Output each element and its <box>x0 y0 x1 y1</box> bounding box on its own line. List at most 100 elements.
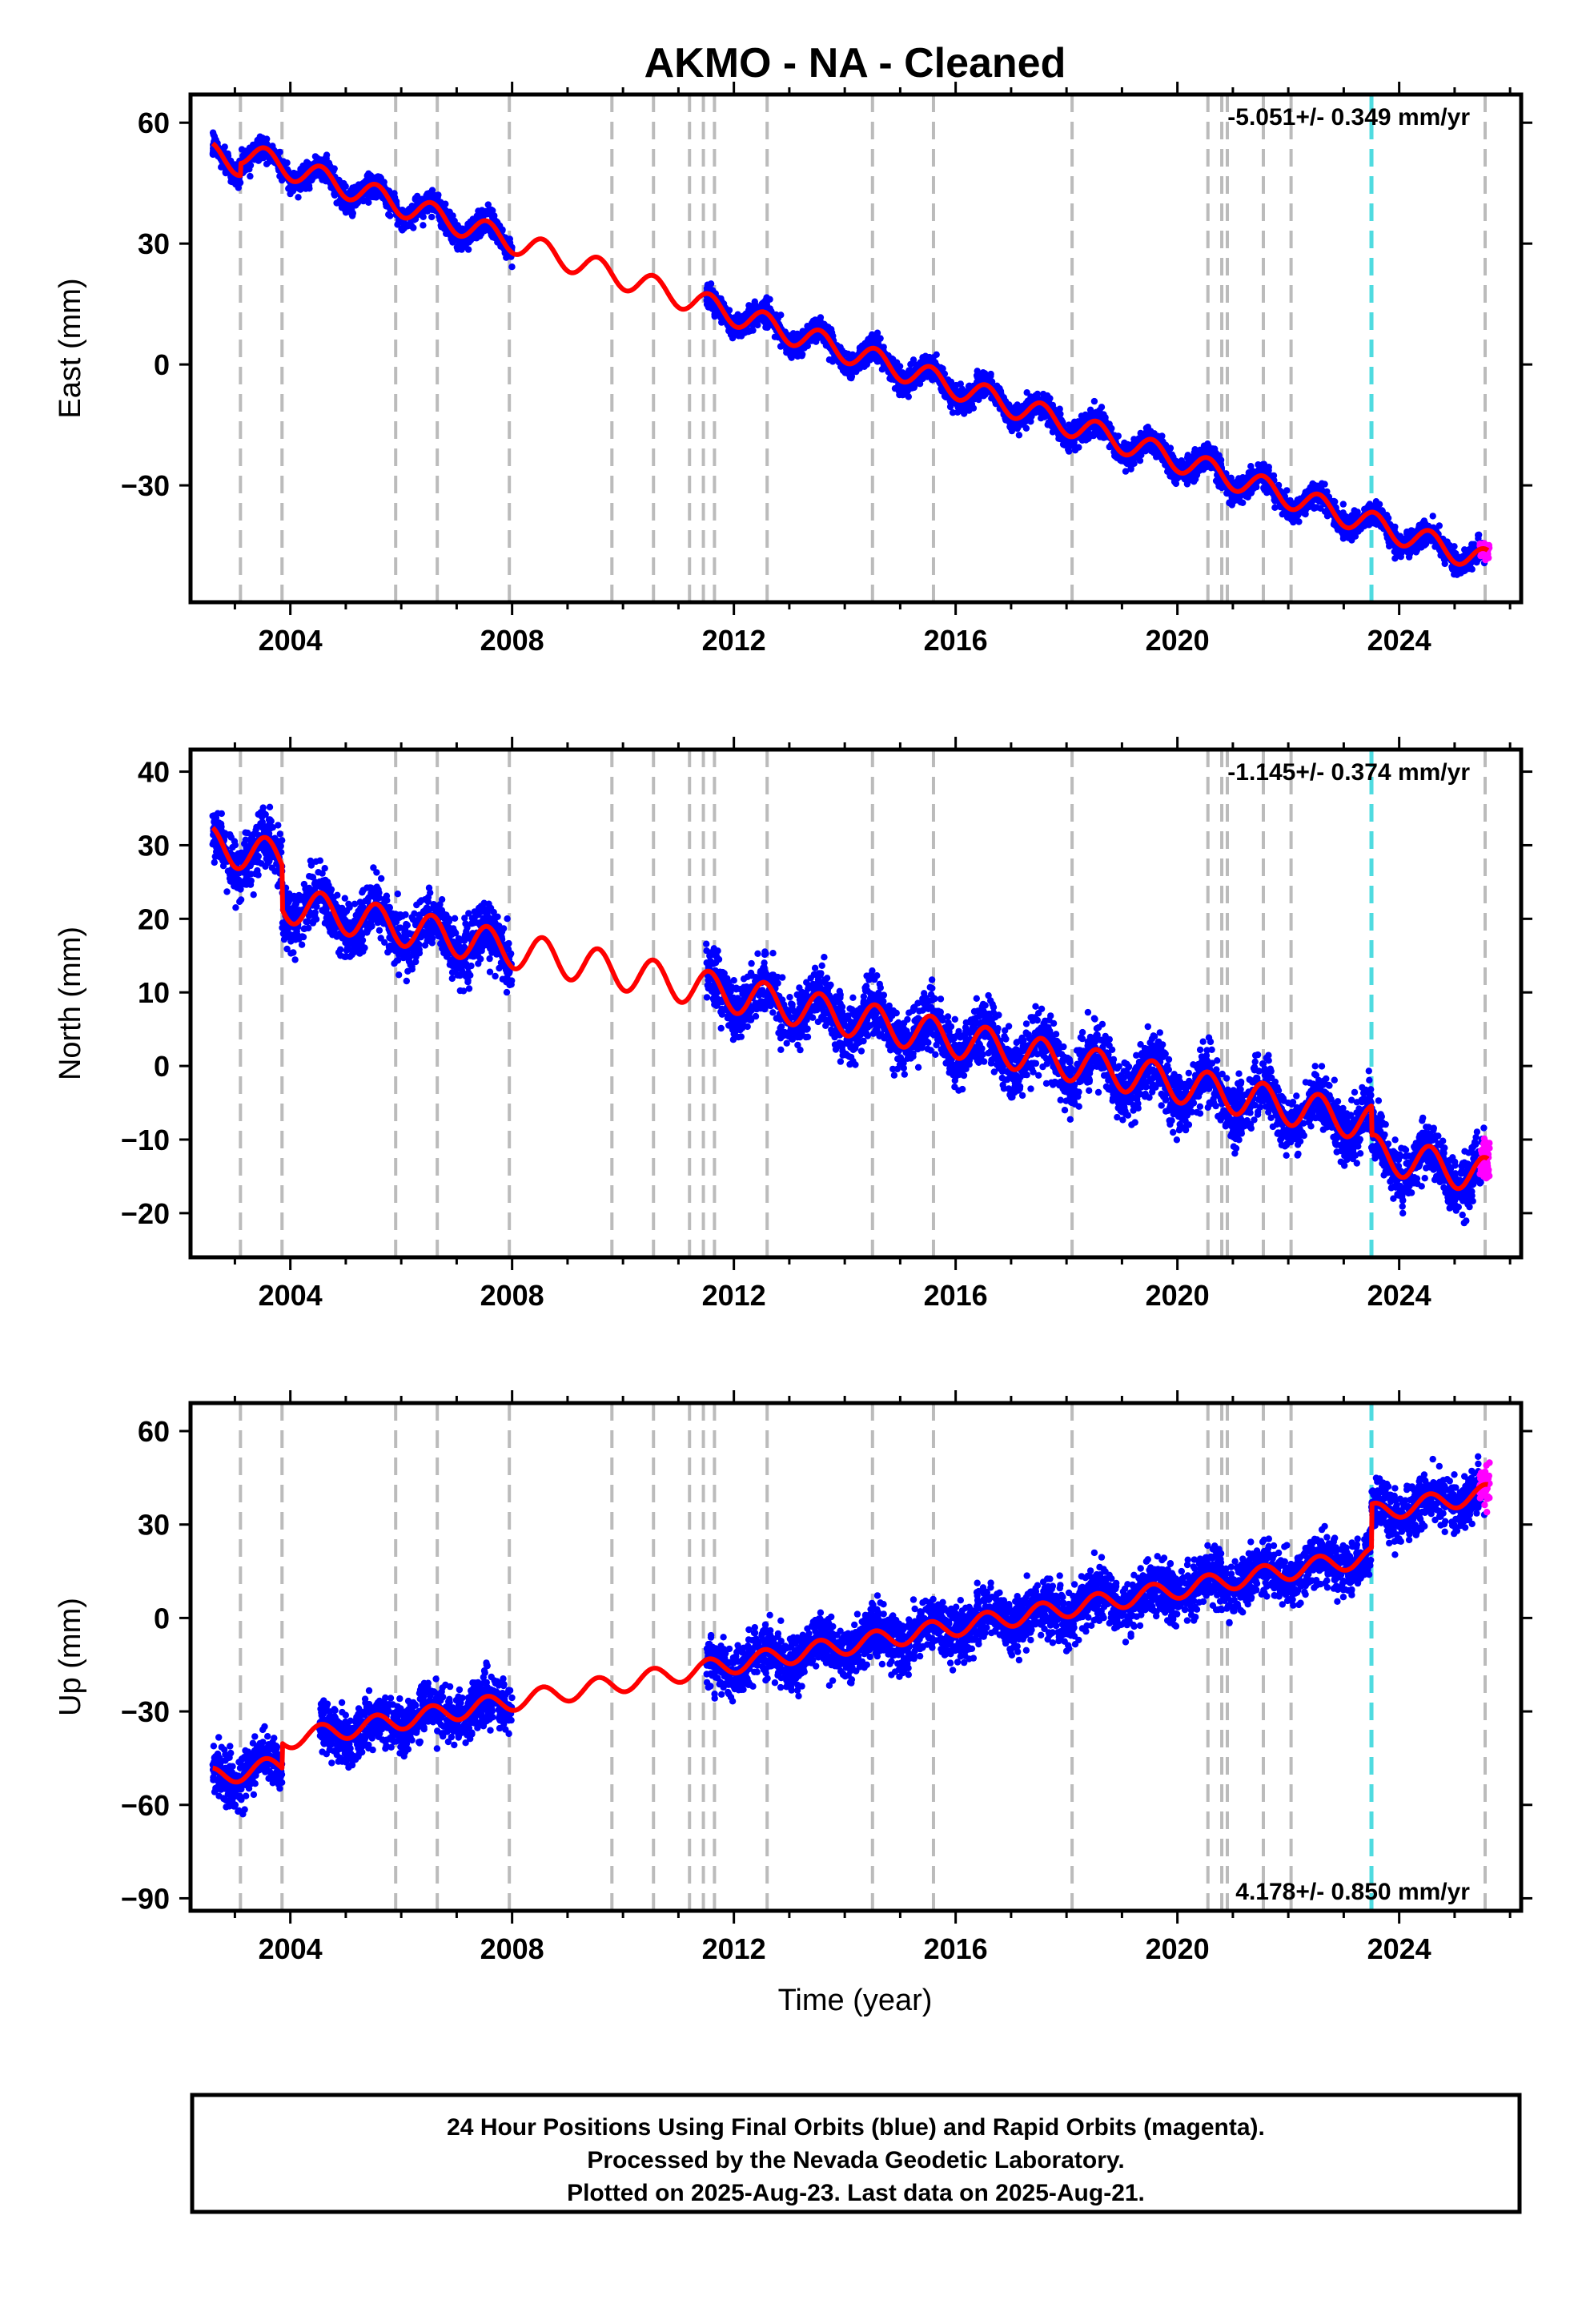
data-point <box>1121 439 1128 447</box>
figure-title: AKMO - NA - Cleaned <box>644 40 1066 86</box>
data-point <box>742 310 749 317</box>
data-point <box>1179 460 1186 468</box>
data-point <box>508 263 516 271</box>
data-point <box>1312 485 1320 492</box>
data-point <box>342 209 350 216</box>
data-point <box>428 213 436 221</box>
data-point <box>1098 404 1106 411</box>
data-point <box>1264 467 1271 474</box>
data-point <box>907 367 914 375</box>
data-point <box>1386 542 1393 550</box>
data-point <box>383 203 390 210</box>
data-point <box>251 156 258 163</box>
data-point <box>804 342 811 350</box>
data-point <box>259 155 267 162</box>
data-point <box>907 360 914 368</box>
data-point <box>263 160 271 167</box>
data-point <box>741 329 749 336</box>
data-point <box>979 371 987 378</box>
data-point <box>464 222 472 229</box>
data-point <box>1260 485 1268 493</box>
data-point <box>762 320 769 328</box>
data-point <box>873 329 881 336</box>
data-point <box>385 211 392 219</box>
data-point <box>1271 504 1279 511</box>
data-point <box>322 154 330 162</box>
data-point <box>420 222 427 229</box>
data-point <box>1122 468 1130 475</box>
data-point <box>265 154 272 161</box>
data-point <box>331 165 338 172</box>
data-point <box>1192 476 1199 483</box>
data-point <box>242 147 249 155</box>
data-point <box>449 212 456 219</box>
data-point <box>1039 410 1047 417</box>
data-point <box>933 351 940 358</box>
data-point <box>849 353 856 360</box>
data-point <box>1476 531 1483 538</box>
data-point <box>290 183 297 191</box>
data-point <box>704 300 711 308</box>
data-point <box>1015 432 1023 439</box>
data-point <box>408 223 416 230</box>
data-point <box>263 135 271 143</box>
data-point <box>1070 439 1078 447</box>
data-point <box>1074 418 1082 425</box>
data-point <box>1363 520 1371 528</box>
data-point <box>1100 411 1107 418</box>
data-point <box>745 302 753 309</box>
data-point <box>351 183 359 191</box>
data-point <box>484 211 492 218</box>
data-point <box>974 368 981 375</box>
data-point <box>1150 431 1157 438</box>
data-point <box>1090 397 1098 405</box>
data-point <box>1094 410 1102 417</box>
data-point <box>1422 540 1430 548</box>
data-point <box>828 329 836 336</box>
data-point <box>305 182 313 190</box>
data-point <box>210 148 217 155</box>
data-point <box>799 351 806 358</box>
data-point <box>314 155 321 162</box>
data-point <box>1247 463 1255 470</box>
data-point <box>1096 433 1104 440</box>
data-point <box>1014 424 1022 432</box>
data-point <box>763 299 770 307</box>
data-point <box>957 380 965 388</box>
data-point <box>1419 519 1427 527</box>
data-point <box>913 361 920 368</box>
data-point <box>464 237 472 245</box>
data-point <box>399 227 406 234</box>
data-point <box>394 221 401 228</box>
data-point <box>1392 549 1400 557</box>
data-point <box>1459 553 1467 561</box>
data-point <box>709 305 717 312</box>
data-point <box>1191 446 1199 453</box>
data-point <box>349 210 356 217</box>
data-point <box>246 166 253 173</box>
data-point <box>1293 516 1300 523</box>
data-point <box>899 392 906 399</box>
data-point <box>235 177 243 184</box>
data-point <box>464 246 472 253</box>
data-point <box>865 336 872 343</box>
data-point <box>1235 475 1243 482</box>
data-point <box>968 400 976 408</box>
data-point <box>1339 501 1347 508</box>
data-point <box>987 370 994 378</box>
data-point <box>1215 483 1223 490</box>
data-point <box>247 172 254 180</box>
data-point <box>478 207 486 214</box>
data-point <box>1441 560 1448 568</box>
data-point <box>295 194 302 201</box>
data-point <box>848 374 855 382</box>
data-point <box>997 388 1005 395</box>
data-point <box>303 159 311 166</box>
data-point <box>1429 513 1436 520</box>
plot-area <box>209 94 1493 602</box>
data-point <box>1200 442 1208 449</box>
data-point <box>315 171 323 179</box>
data-point <box>808 320 816 327</box>
